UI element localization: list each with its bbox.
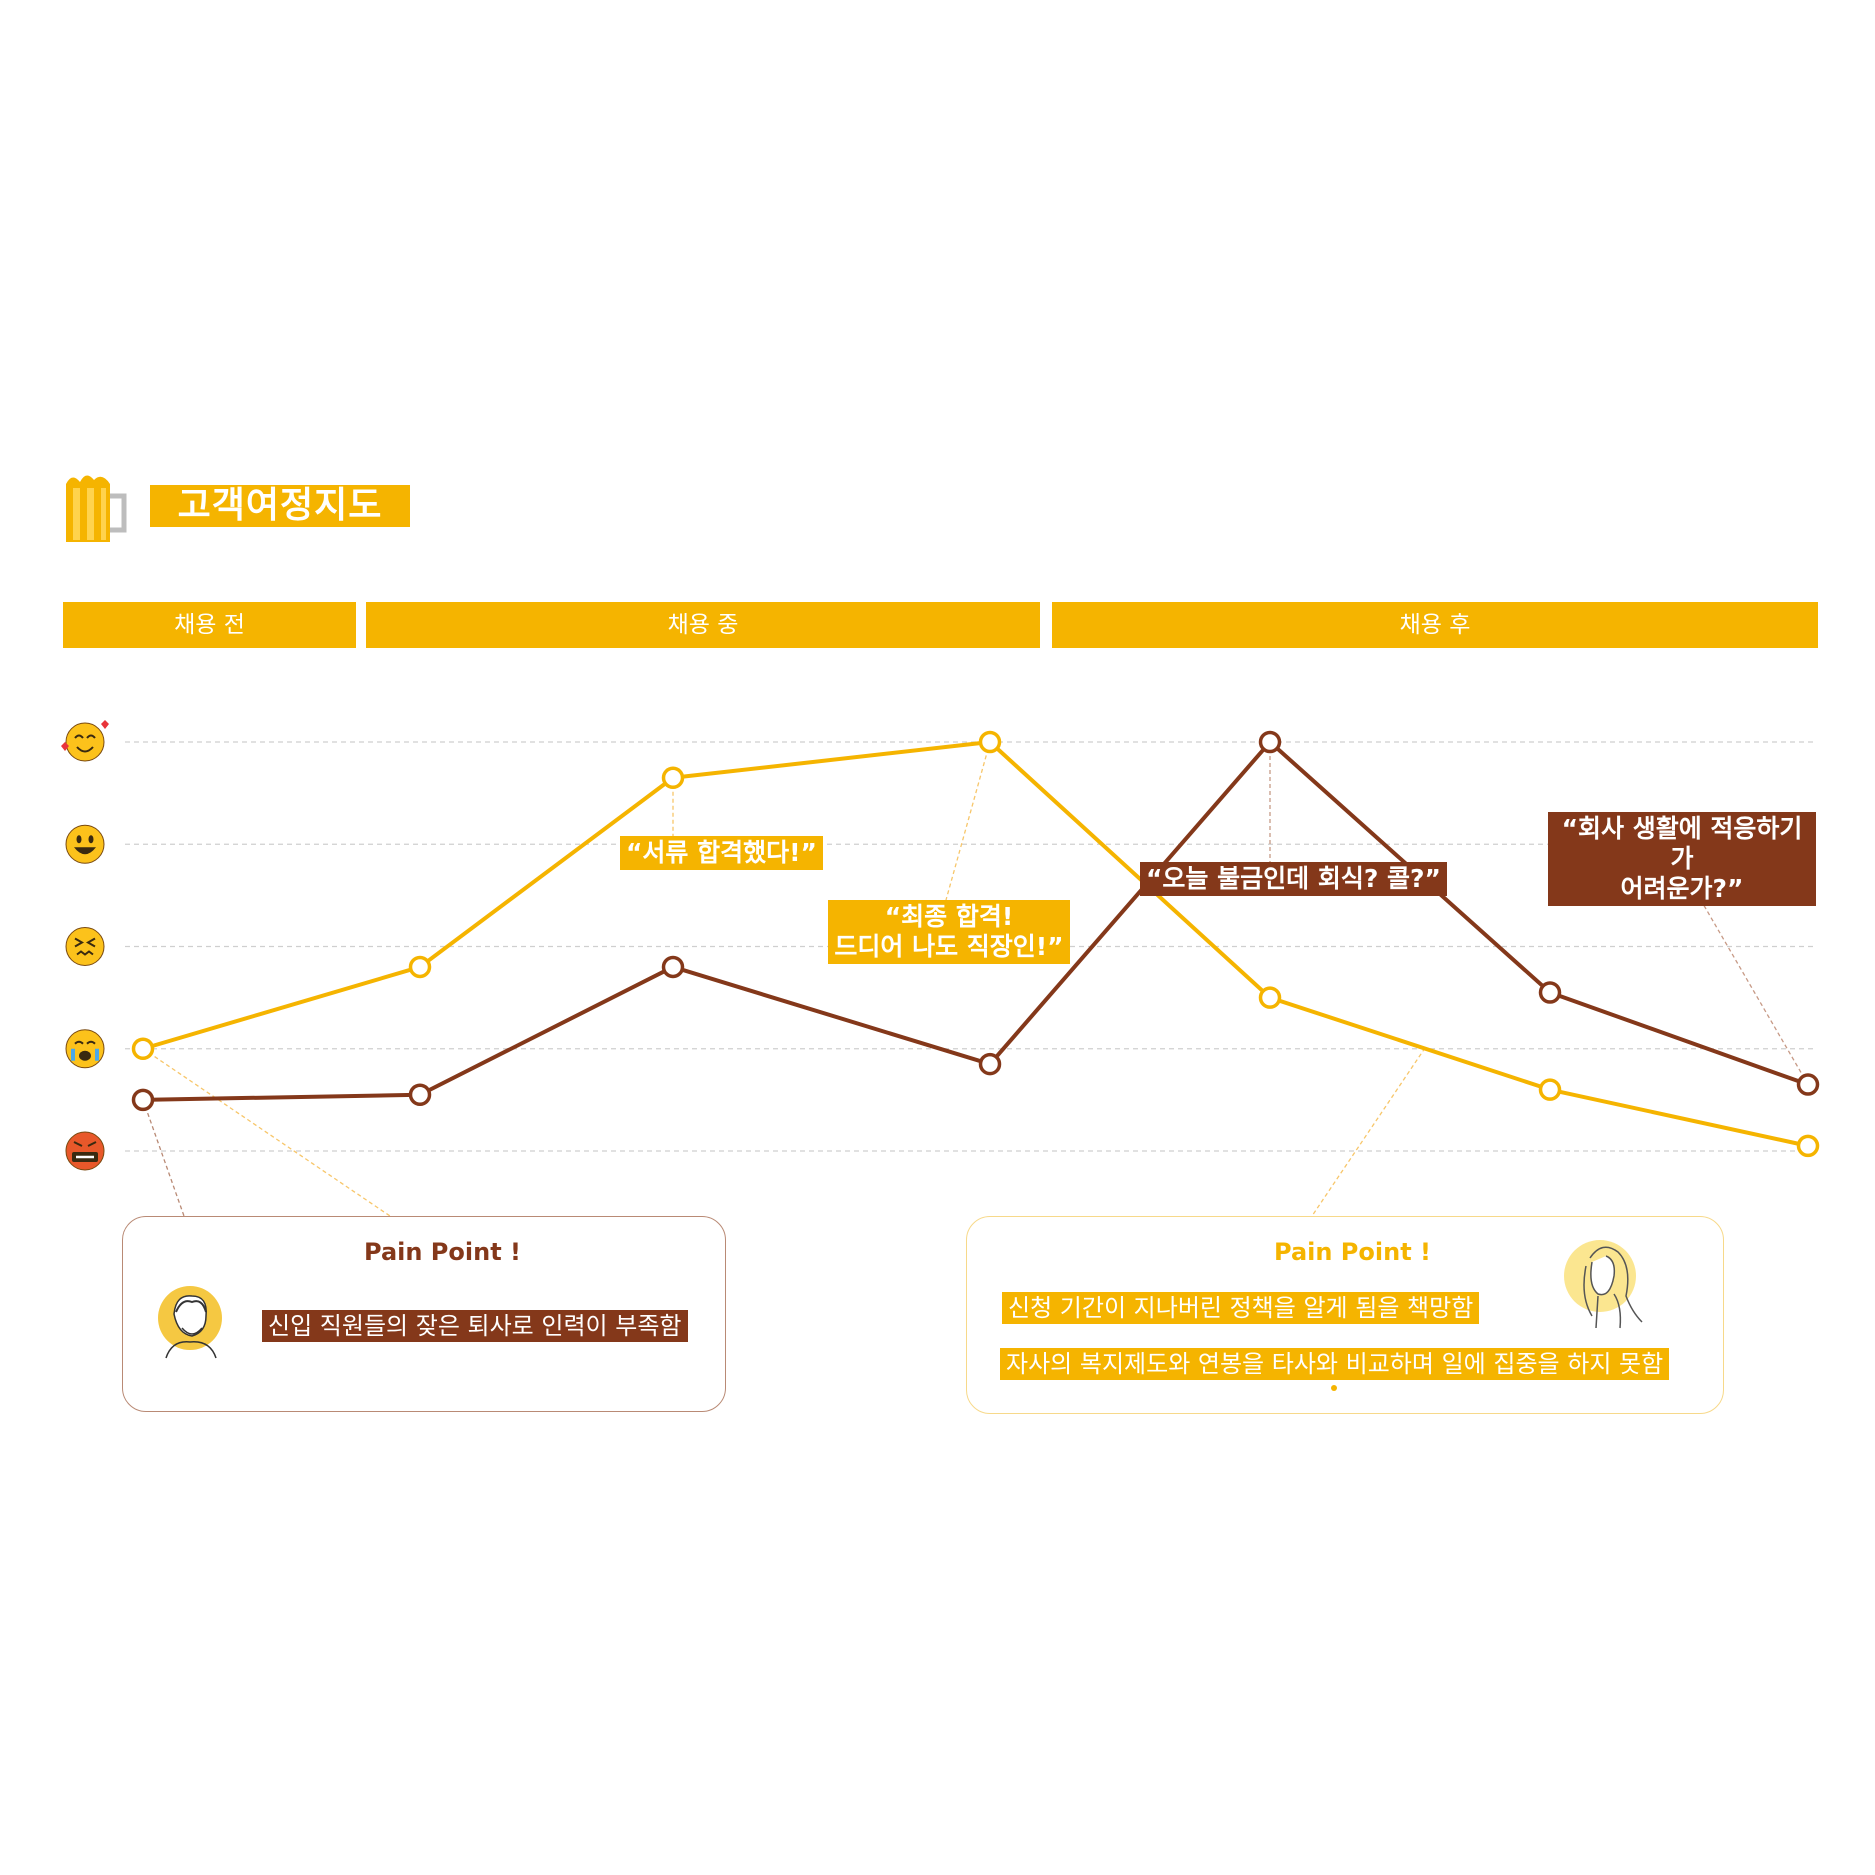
data-point-brown-7	[1796, 1073, 1820, 1096]
leader-line-2	[142, 1099, 185, 1217]
quote-final-pass: “최종 합격! 드디어 나도 직장인!”	[828, 900, 1070, 964]
crying-face-icon	[65, 1029, 105, 1069]
phase-before-hiring: 채용 전	[63, 602, 356, 648]
data-point-brown-3	[661, 955, 685, 979]
data-point-brown-4	[978, 1052, 1002, 1076]
leader-line-6	[1311, 1047, 1426, 1217]
quote-document-pass: “서류 합격했다!”	[620, 836, 823, 870]
leader-line-4	[945, 741, 991, 901]
data-point-yellow-1	[131, 1037, 155, 1060]
data-point-brown-1	[131, 1088, 155, 1112]
woman-avatar	[1562, 1236, 1652, 1336]
data-point-yellow-6	[1538, 1078, 1562, 1101]
data-point-yellow-7	[1796, 1134, 1820, 1158]
beer-mug-icon	[62, 470, 132, 546]
pain-point-title-2: Pain Point !	[1274, 1238, 1431, 1266]
data-point-yellow-2	[408, 955, 432, 979]
phase-during-hiring: 채용 중	[366, 602, 1040, 648]
grinning-face-icon	[65, 824, 105, 864]
data-point-yellow-4	[978, 730, 1002, 754]
data-point-yellow-3	[661, 766, 685, 790]
pain-point-1-item-1: 신입 직원들의 잦은 퇴사로 인력이 부족함	[262, 1310, 688, 1342]
pain-point-2-item-2: 자사의 복지제도와 연봉을 타사와 비교하며 일에 집중을 하지 못함	[1000, 1348, 1670, 1380]
data-point-yellow-5	[1258, 986, 1282, 1009]
phase-after-hiring: 채용 후	[1052, 602, 1818, 648]
data-point-brown-6	[1538, 981, 1562, 1004]
data-point-brown-5	[1258, 730, 1282, 754]
decor-dot	[1331, 1385, 1337, 1391]
data-point-brown-2	[408, 1083, 432, 1107]
leader-line-7	[1687, 877, 1809, 1085]
pain-point-title-1: Pain Point !	[364, 1238, 521, 1266]
quote-friday-dinner: “오늘 불금인데 회식? 콜?”	[1140, 862, 1447, 896]
page-title: 고객여정지도	[150, 485, 410, 527]
man-avatar	[152, 1284, 228, 1364]
confounded-face-icon	[65, 927, 105, 966]
quote-adjustment: “회사 생활에 적응하기가 어려운가?”	[1548, 812, 1816, 906]
smiling-face-with-hearts-icon	[61, 720, 109, 762]
pain-point-2-item-1: 신청 기간이 지나버린 정책을 알게 됨을 책망함	[1002, 1292, 1480, 1324]
leader-line-1	[142, 1048, 391, 1217]
swearing-face-icon	[65, 1131, 105, 1171]
